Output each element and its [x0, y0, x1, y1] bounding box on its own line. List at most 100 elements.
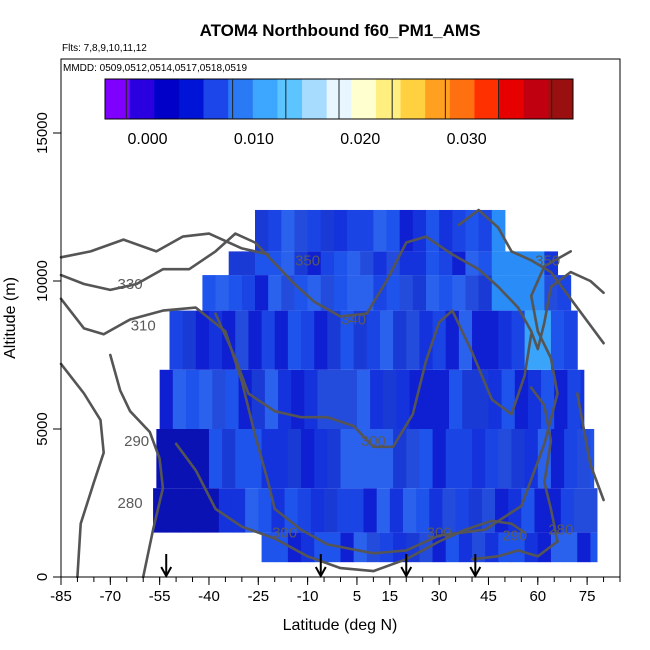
x-tick-label: -85: [50, 588, 72, 605]
heatmap-cell: [274, 429, 289, 489]
contour-line: [576, 392, 605, 502]
heatmap-cell: [501, 369, 516, 429]
heatmap-cell: [314, 429, 328, 489]
heatmap-cell: [245, 488, 259, 533]
heatmap-cell: [301, 310, 315, 370]
colorbar-swatch: [228, 79, 254, 119]
heatmap-cell: [327, 310, 341, 370]
heatmap-cell: [373, 251, 388, 276]
down-arrow-marker: [469, 554, 482, 579]
heatmap-cell: [452, 275, 466, 311]
heatmap-cell: [241, 275, 256, 311]
heatmap-cell: [330, 369, 345, 429]
heatmap-cell: [399, 209, 414, 252]
heatmap-cell: [412, 275, 427, 311]
contour-line: [529, 386, 559, 543]
heatmap-cell: [320, 275, 335, 311]
heatmap-cell: [550, 429, 565, 489]
heatmap-cell: [439, 251, 453, 276]
heatmap-cell: [235, 310, 249, 370]
x-tick-label: 75: [579, 588, 596, 605]
heatmap-cell: [195, 310, 210, 370]
contour-line: [457, 208, 605, 345]
heatmap-cell: [304, 369, 318, 429]
heatmap-cell: [159, 369, 174, 429]
heatmap-cell: [547, 488, 562, 533]
heatmap-cell: [192, 488, 207, 533]
heatmap-cell: [465, 251, 480, 276]
heatmap-cell: [432, 429, 447, 489]
heatmap-cell: [419, 429, 434, 489]
heatmap-cell: [228, 251, 243, 276]
contour-label: 290: [502, 528, 527, 545]
heatmap-cell: [353, 429, 368, 489]
heatmap-cell: [425, 275, 440, 311]
heatmap-cell: [514, 369, 529, 429]
heatmap-cell: [199, 369, 213, 429]
heatmap-cell: [281, 209, 295, 252]
x-tick-label: 15: [381, 588, 398, 605]
heatmap-cell: [258, 488, 272, 533]
heatmap-cell: [511, 310, 526, 370]
heatmap-cell: [241, 251, 256, 276]
heatmap-cell: [320, 251, 335, 276]
heatmap-cell: [439, 275, 453, 311]
y-tick-label: 10000: [34, 260, 51, 302]
colorbar-swatch: [252, 79, 278, 119]
heatmap-cell: [468, 488, 483, 533]
heatmap-cell: [386, 209, 401, 252]
heatmap-cell: [261, 532, 276, 563]
down-arrow-marker: [160, 554, 173, 579]
y-tick-label: 0: [34, 573, 51, 581]
heatmap-cell: [225, 369, 240, 429]
y-axis-label: Altitude (m): [2, 277, 19, 359]
heatmap-cell: [521, 488, 536, 533]
heatmap-cell: [340, 429, 355, 489]
heatmap-cell: [511, 429, 526, 489]
y-tick-label: 15000: [34, 112, 51, 154]
heatmap-cell: [310, 488, 325, 533]
heatmap-cell: [422, 369, 437, 429]
contour-lines: [59, 208, 605, 579]
contour-label: 350: [535, 252, 560, 269]
heatmap-cell: [567, 369, 582, 429]
colorbar-swatch: [548, 79, 574, 119]
heatmap-cell: [294, 251, 309, 276]
heatmap-cell: [393, 310, 407, 370]
heatmap-cell: [485, 429, 499, 489]
heatmap-cell: [518, 275, 532, 311]
contour-label: 290: [124, 433, 149, 450]
down-arrow-marker: [400, 554, 413, 579]
heatmap-cell: [172, 369, 187, 429]
heatmap-cell: [465, 275, 480, 311]
heatmap-cell: [445, 310, 460, 370]
heatmap-cell: [185, 369, 200, 429]
heatmap-cell: [347, 275, 361, 311]
heatmap-cell: [366, 310, 381, 370]
heatmap-cell: [314, 310, 328, 370]
colorbar: 0.000 0.010 0.020 0.030: [104, 78, 574, 148]
colorbar-swatch: [302, 79, 328, 119]
heatmap-cell: [527, 369, 542, 429]
heatmap-cell: [324, 488, 338, 533]
heatmap-cell: [333, 209, 348, 252]
heatmap-cell: [406, 310, 420, 370]
contour-line: [59, 232, 270, 259]
heatmap-cell: [580, 369, 585, 429]
heatmap-cell: [264, 369, 279, 429]
heatmap-cell: [406, 429, 420, 489]
heatmap-cell: [379, 429, 394, 489]
colorbar-swatch: [400, 79, 426, 119]
heatmap-cell: [383, 369, 397, 429]
heatmap-cell: [347, 209, 361, 252]
heatmap-cell: [439, 209, 453, 252]
heatmap-cell: [350, 488, 365, 533]
heatmap-cell: [268, 275, 282, 311]
heatmap-cell: [182, 429, 197, 489]
heatmap-cell: [396, 369, 411, 429]
heatmap-cell: [393, 429, 407, 489]
colorbar-swatch: [277, 79, 303, 119]
x-tick-label: 60: [529, 588, 546, 605]
heatmap-cell: [169, 310, 184, 370]
heatmap-cell: [294, 275, 309, 311]
